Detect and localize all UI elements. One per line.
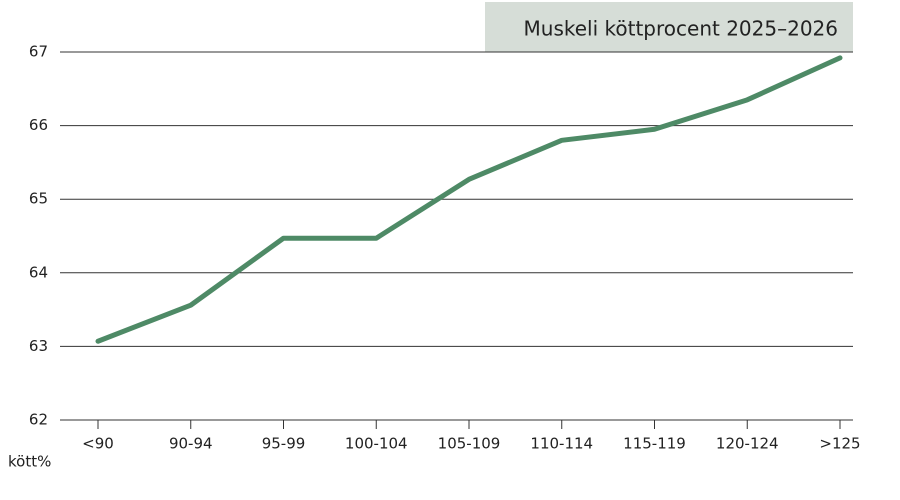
y-tick-label: 64 bbox=[29, 263, 48, 281]
y-tick-label: 67 bbox=[29, 43, 48, 61]
data-line bbox=[95, 55, 843, 344]
y-axis-label: kött% bbox=[8, 453, 51, 471]
y-tick-label: 63 bbox=[29, 337, 48, 355]
x-tick-label: 120-124 bbox=[716, 435, 779, 453]
y-tick-label: 66 bbox=[29, 116, 48, 134]
x-tick-label: 105-109 bbox=[438, 435, 501, 453]
x-tick-label: 115-119 bbox=[623, 435, 686, 453]
x-tick-label: 100-104 bbox=[345, 435, 408, 453]
chart-title: Muskeli köttprocent 2025–2026 bbox=[524, 17, 838, 41]
x-tick-label: 110-114 bbox=[530, 435, 593, 453]
y-tick-label: 65 bbox=[29, 190, 48, 208]
x-tick-label: 95-99 bbox=[262, 435, 306, 453]
x-tick-label: >125 bbox=[819, 435, 860, 453]
y-tick-label: 62 bbox=[29, 411, 48, 429]
title-box bbox=[485, 2, 853, 52]
x-tick-label: <90 bbox=[82, 435, 114, 453]
x-tick-label: 90-94 bbox=[169, 435, 213, 453]
